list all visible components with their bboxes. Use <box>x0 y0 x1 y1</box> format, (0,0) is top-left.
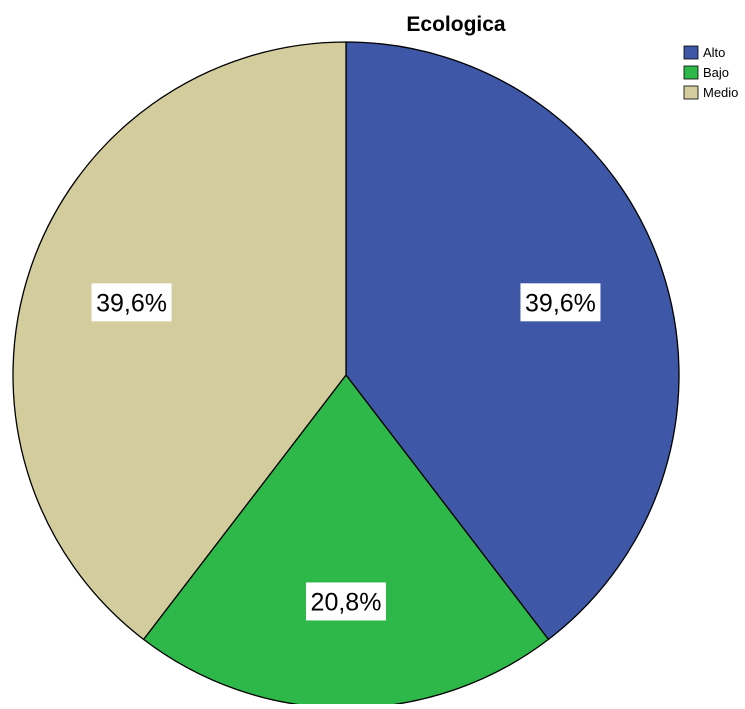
legend-swatch <box>683 45 699 60</box>
slice-label-background <box>306 582 386 621</box>
legend-label: Alto <box>703 45 725 60</box>
legend-item-medio: Medio <box>683 85 738 100</box>
chart-title: Ecologica <box>406 13 506 36</box>
slice-value-label: 39,6% <box>96 289 167 317</box>
pie-slices <box>12 41 680 709</box>
legend-label: Bajo <box>703 65 729 80</box>
slice-label-bajo: 20,8% <box>306 582 386 621</box>
legend-swatch <box>683 65 699 80</box>
legend-item-bajo: Bajo <box>683 65 729 80</box>
pie-slice-alto <box>345 41 680 641</box>
pie-slice-medio <box>12 41 347 641</box>
slice-value-label: 20,8% <box>311 588 382 616</box>
legend-item-alto: Alto <box>683 45 725 60</box>
slice-labels: 39,6% 20,8% 39,6% <box>91 283 601 621</box>
slice-value-label: 39,6% <box>525 289 596 317</box>
slice-label-medio: 39,6% <box>91 283 172 322</box>
slice-label-alto: 39,6% <box>520 283 601 322</box>
slice-label-background <box>91 283 172 322</box>
legend: Alto Bajo Medio <box>683 45 738 100</box>
legend-label: Medio <box>703 85 738 100</box>
legend-swatch <box>683 85 699 100</box>
slice-label-background <box>520 283 601 322</box>
